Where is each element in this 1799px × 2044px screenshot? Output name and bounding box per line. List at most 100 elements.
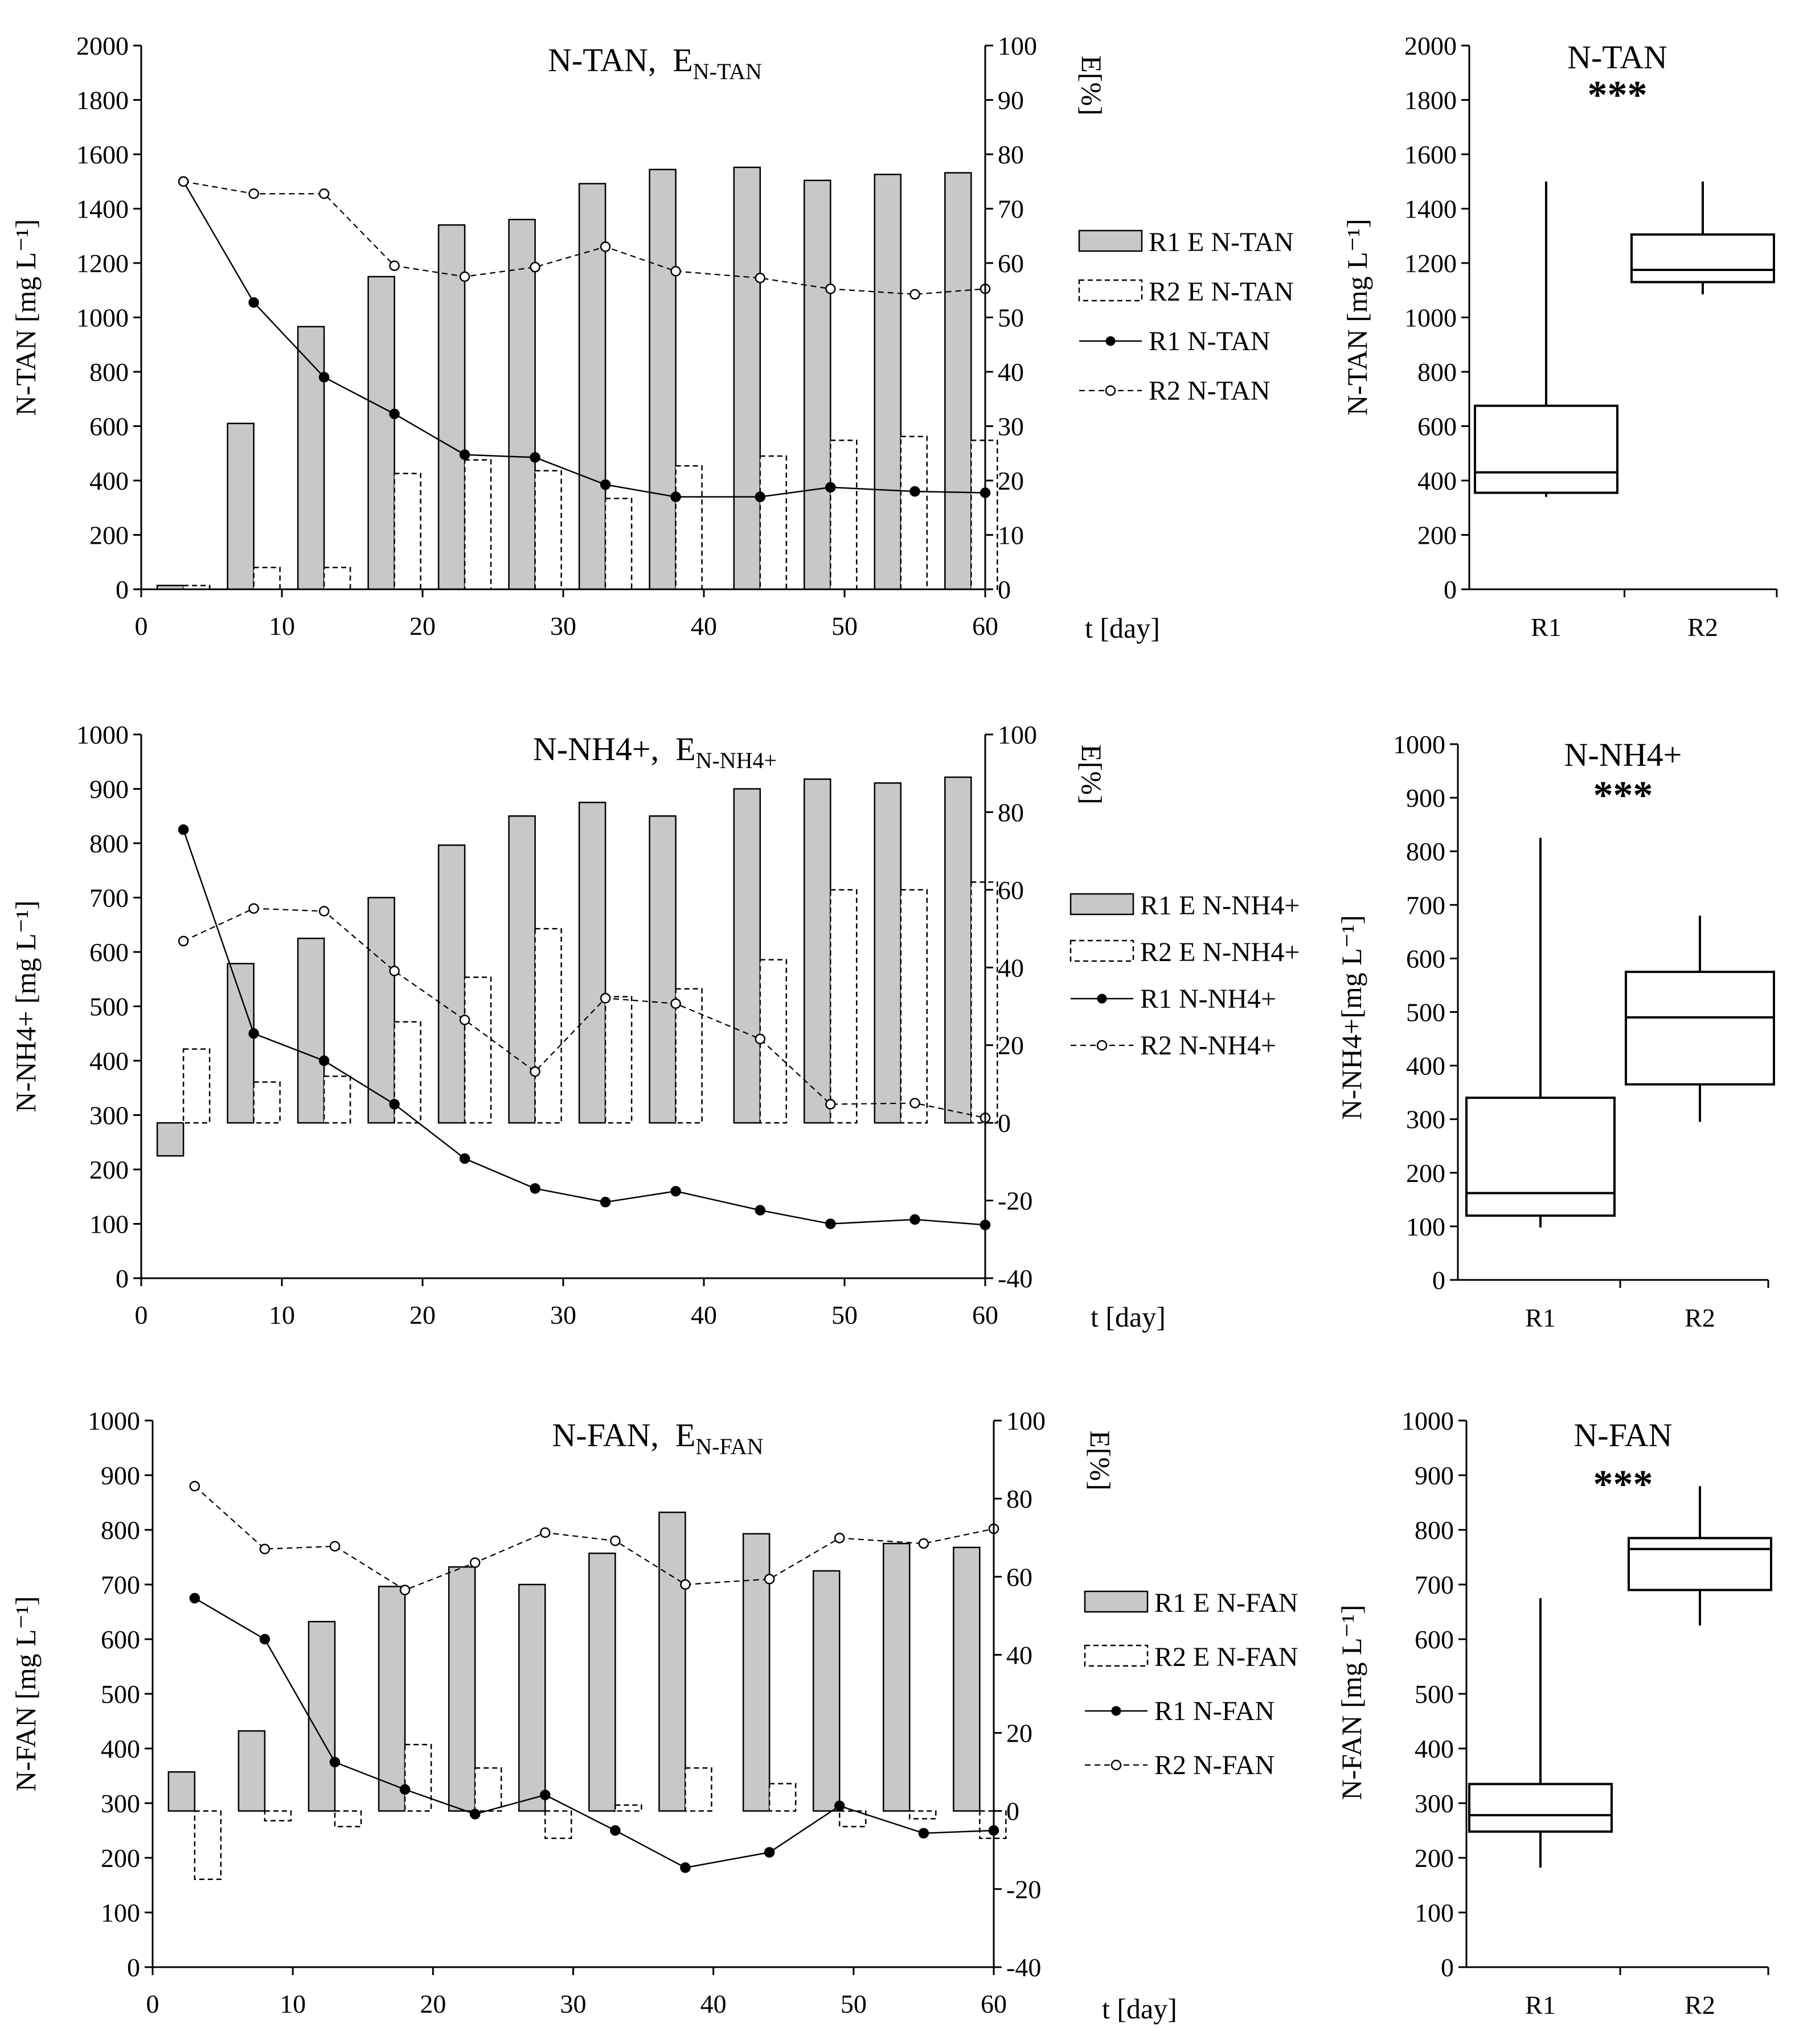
point-r1-n-fan [918, 1828, 929, 1839]
legend-label: R1 E N-TAN [1149, 227, 1294, 257]
box-title: N-FAN [1574, 1417, 1673, 1454]
legend-swatch [1084, 1590, 1149, 1613]
y-tick-label: 400 [1415, 1734, 1454, 1763]
point-r2-n-nh4plus [909, 1098, 920, 1109]
line-r1-n-nh4plus [182, 829, 986, 1226]
bar-r2-e-n-tan [970, 440, 998, 590]
point-r2-n-fan [189, 1480, 200, 1492]
bar-r2-e-n-tan [759, 455, 788, 590]
bar-r1-e-n-tan [508, 219, 536, 590]
x-tick-label: 0 [135, 1300, 148, 1329]
bar-r1-e-n-nh4plus [156, 1122, 185, 1157]
legend-swatch [1078, 229, 1143, 252]
bar-r2-e-n-fan [909, 1810, 937, 1820]
point-r2-n-fan [610, 1535, 621, 1546]
y-tick-label: 0 [116, 575, 129, 604]
point-r1-n-fan [680, 1862, 691, 1873]
x-category-label: R2 [1685, 1303, 1715, 1332]
bar-r2-e-n-fan [979, 1810, 1007, 1839]
bar-r1-e-n-tan [227, 422, 255, 590]
line-r2-n-tan [183, 180, 986, 295]
y-axis-label: N-NH4+ [mg L⁻¹] [10, 900, 42, 1112]
bar-r2-e-n-tan [394, 473, 421, 590]
point-r2-n-tan [755, 273, 766, 284]
y-tick-label: 1000 [76, 303, 129, 333]
y2-tick-label: -40 [1006, 1953, 1041, 1982]
point-r1-n-nh4plus [389, 1099, 400, 1110]
line-r1-n-tan [183, 181, 986, 498]
significance-stars: *** [1593, 1463, 1653, 1507]
y2-tick-label: 20 [998, 466, 1024, 495]
legend-label: R1 N-TAN [1149, 326, 1270, 356]
point-r1-n-fan [834, 1800, 845, 1812]
point-r2-n-nh4plus [318, 906, 330, 917]
point-r1-n-fan [399, 1784, 411, 1795]
x-tick-label: 30 [550, 611, 576, 641]
bar-r2-e-n-fan [614, 1804, 642, 1812]
box-r1 [1468, 1783, 1613, 1833]
y-tick-label: 900 [1415, 1461, 1454, 1490]
legend-swatch [1069, 939, 1134, 962]
bar-r2-e-n-fan [194, 1810, 222, 1880]
y-tick-label: 1600 [76, 140, 129, 169]
y-tick-label: 600 [1417, 412, 1457, 441]
box-title: N-NH4+ [1564, 736, 1682, 773]
y-tick-label: 100 [1415, 1898, 1454, 1927]
y-tick-label: 200 [1417, 521, 1457, 550]
y2-axis-label: E[%] [1084, 1430, 1116, 1491]
x-tick-label: 60 [972, 1300, 998, 1329]
combo-chart-3: 01002003004005006007008009001000-40-2002… [10, 1406, 1298, 2025]
bar-r1-e-n-tan [297, 326, 325, 590]
y2-tick-label: 80 [998, 798, 1024, 827]
y2-tick-label: 20 [998, 1031, 1024, 1060]
y-tick-label: 400 [1417, 466, 1457, 495]
bar-r2-e-n-nh4plus [604, 996, 633, 1124]
y2-tick-label: -20 [1006, 1875, 1041, 1904]
point-r2-n-tan [600, 241, 611, 252]
box-r2 [1628, 1537, 1772, 1591]
x-axis-label: t [day] [1085, 612, 1160, 644]
point-r2-n-tan [530, 261, 540, 273]
point-r1-n-nh4plus [459, 1153, 470, 1164]
x-tick-label: 20 [409, 1300, 436, 1329]
bar-r1-e-n-tan [944, 172, 972, 590]
chart-title-main: N-FAN, E [552, 1417, 695, 1454]
bar-r1-e-n-nh4plus [437, 844, 466, 1124]
y2-tick-label: 40 [998, 953, 1024, 982]
x-tick-label: 50 [841, 1989, 867, 2018]
point-r2-n-nh4plus [825, 1099, 836, 1110]
y-tick-label: 900 [101, 1461, 140, 1490]
legend-marker [1097, 994, 1107, 1004]
combo-chart-2: 01002003004005006007008009001000-40-2002… [10, 720, 1300, 1333]
y-tick-label: 1800 [76, 86, 129, 115]
bar-r2-e-n-tan [675, 465, 703, 590]
box-r1 [1474, 404, 1618, 494]
y2-tick-label: 90 [998, 86, 1024, 115]
legend-label: R2 E N-FAN [1154, 1642, 1298, 1672]
line-r1-n-fan [194, 1597, 994, 1869]
y-tick-label: 1000 [1402, 1406, 1454, 1435]
point-r2-n-fan [764, 1574, 775, 1585]
point-r1-n-fan [469, 1808, 481, 1820]
chart-title-main: N-TAN, E [548, 42, 693, 79]
x-tick-label: 60 [981, 1989, 1007, 2018]
point-r2-n-fan [918, 1538, 929, 1549]
point-r1-n-tan [248, 297, 259, 308]
y2-tick-label: 60 [1006, 1562, 1032, 1591]
point-r2-n-nh4plus [600, 992, 611, 1004]
y2-tick-label: 0 [998, 575, 1011, 604]
y-tick-label: 700 [1406, 890, 1445, 920]
y-tick-label: 400 [89, 466, 129, 495]
x-tick-label: 20 [420, 1989, 446, 2018]
x-tick-label: 40 [691, 1300, 717, 1329]
y-tick-label: 600 [101, 1625, 140, 1654]
y2-tick-label: -20 [998, 1187, 1032, 1216]
point-r2-n-tan [459, 271, 470, 282]
x-tick-label: 30 [560, 1989, 587, 2018]
bar-r2-e-n-nh4plus [464, 976, 492, 1124]
point-r1-n-tan [389, 408, 400, 420]
y-tick-label: 600 [1406, 944, 1445, 973]
point-r1-n-tan [825, 482, 836, 493]
legend-marker [1105, 385, 1116, 396]
